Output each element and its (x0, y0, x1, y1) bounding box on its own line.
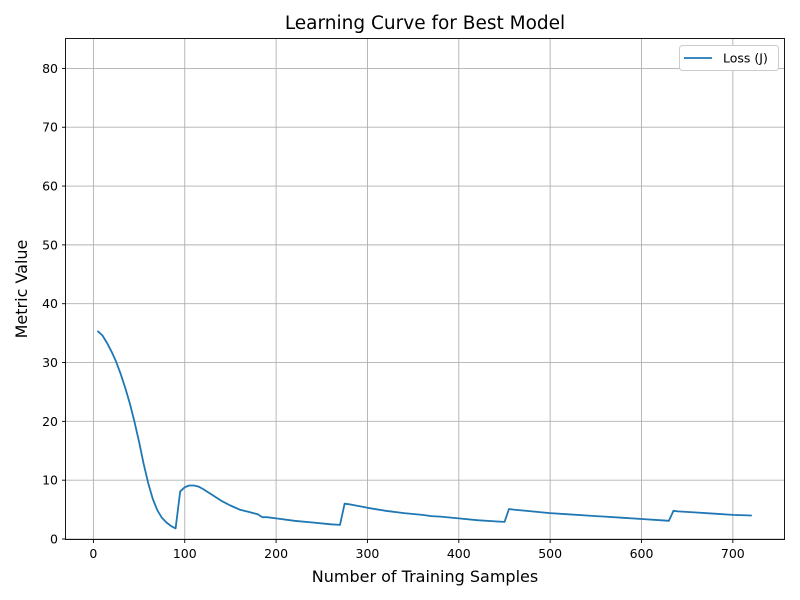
y-tick-label: 80 (42, 61, 58, 76)
legend-box (679, 45, 779, 71)
plot-lines (97, 330, 752, 530)
x-tick-label: 600 (630, 546, 654, 561)
y-axis-title: Metric Value (12, 240, 31, 339)
plot-frame (65, 38, 785, 540)
x-tick-label: 300 (356, 546, 380, 561)
y-tick-label: 10 (42, 473, 58, 488)
y-axis-ticks: 0 10 20 30 40 50 60 70 80 (42, 61, 66, 547)
x-tick-label: 400 (447, 546, 471, 561)
legend: Loss (J) (679, 45, 779, 71)
x-tick-label: 100 (173, 546, 197, 561)
chart-title: Learning Curve for Best Model (285, 13, 565, 34)
y-tick-label: 70 (42, 120, 58, 135)
y-tick-label: 30 (42, 355, 58, 370)
grid (66, 39, 784, 540)
x-tick-label: 500 (538, 546, 562, 561)
y-tick-label: 50 (42, 237, 58, 252)
y-tick-label: 60 (42, 179, 58, 194)
x-tick-label: 0 (89, 546, 97, 561)
y-tick-label: 0 (50, 532, 58, 547)
x-axis-title: Number of Training Samples (312, 567, 538, 586)
legend-label-loss: Loss (J) (723, 51, 768, 66)
x-tick-label: 200 (264, 546, 288, 561)
y-tick-label: 40 (42, 296, 58, 311)
x-tick-label: 700 (721, 546, 745, 561)
y-tick-label: 20 (42, 414, 58, 429)
series-line-loss (97, 330, 752, 530)
x-axis-ticks: 0 100 200 300 400 500 600 700 (89, 539, 745, 561)
